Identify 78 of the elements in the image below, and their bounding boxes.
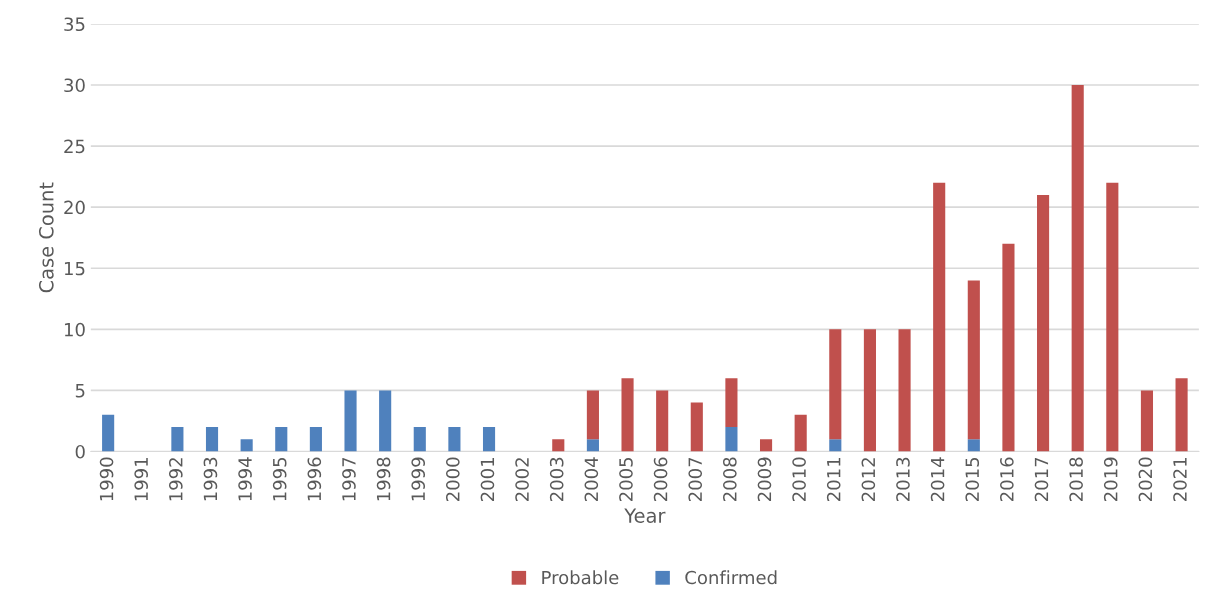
bar	[1175, 378, 1188, 452]
bar	[586, 390, 599, 440]
x-tick-label: 1990	[99, 457, 114, 501]
x-tick-label: 2017	[1034, 457, 1049, 501]
x-tick-label: 2015	[965, 457, 980, 501]
y-tick-label: 0	[75, 444, 85, 459]
x-tick-label: 2011	[826, 458, 841, 501]
x-tick-label: 2012	[861, 458, 876, 501]
x-tick-label: 2018	[1069, 457, 1083, 501]
y-tick-label: 20	[64, 200, 85, 215]
bar	[829, 329, 842, 440]
bar	[898, 329, 911, 452]
x-tick-label: 2019	[1103, 457, 1118, 501]
bar	[1037, 194, 1050, 452]
y-tick-label: 15	[64, 261, 85, 276]
bar	[482, 427, 496, 452]
bar	[656, 390, 669, 452]
bar	[344, 390, 357, 452]
x-tick-label: 2000	[445, 457, 460, 501]
bar	[690, 402, 703, 452]
y-tick-label: 5	[75, 384, 85, 398]
y-axis-title: Case Count	[38, 182, 54, 293]
bar	[1106, 182, 1119, 452]
bar	[759, 439, 773, 452]
x-tick-label: 2004	[584, 457, 599, 501]
x-tick-label: 1999	[411, 457, 426, 501]
x-tick-label: 1995	[272, 457, 287, 501]
x-tick-label: 1994	[238, 457, 252, 501]
bar	[552, 439, 565, 452]
bar	[205, 427, 219, 452]
bar	[586, 439, 599, 452]
x-tick-label: 2007	[688, 457, 703, 501]
bar	[102, 414, 115, 452]
y-tick-label: 30	[64, 78, 85, 93]
bar	[794, 414, 807, 452]
x-tick-label: 1993	[203, 457, 218, 501]
bar	[725, 378, 738, 428]
x-tick-label: 1992	[168, 458, 183, 501]
bar	[933, 182, 946, 452]
bar	[967, 439, 980, 452]
bar	[1140, 390, 1154, 452]
x-tick-label: 2014	[930, 457, 945, 501]
bar	[171, 427, 184, 452]
y-tick-label: 35	[64, 17, 85, 32]
x-tick-label: 2006	[653, 457, 668, 501]
y-tick-label: 25	[64, 139, 85, 154]
x-tick-label: 2001	[480, 458, 495, 501]
x-tick-label: 2013	[896, 457, 910, 501]
x-tick-label: 1997	[342, 457, 356, 501]
legend-label: Probable	[542, 570, 619, 585]
bar	[309, 427, 322, 452]
bar	[413, 427, 426, 452]
bar	[829, 439, 842, 452]
x-tick-label: 2020	[1138, 457, 1153, 501]
legend-label: Confirmed	[685, 570, 777, 585]
bar	[1002, 243, 1015, 452]
x-tick-label: 2009	[757, 457, 772, 501]
bar	[725, 427, 738, 452]
bar	[967, 280, 980, 440]
x-tick-label: 2002	[515, 458, 529, 501]
bar	[448, 427, 461, 452]
bar	[863, 329, 876, 452]
bar	[379, 390, 392, 452]
bar	[240, 439, 253, 452]
x-tick-label: 2003	[549, 457, 564, 501]
x-tick-label: 1998	[376, 457, 391, 501]
x-tick-label: 2016	[1000, 457, 1014, 501]
x-axis-title: Year	[624, 508, 666, 523]
x-tick-label: 1991	[134, 458, 148, 501]
x-tick-label: 1996	[307, 457, 322, 501]
bar	[1071, 85, 1084, 452]
x-tick-label: 2010	[792, 457, 806, 501]
x-tick-label: 2008	[723, 457, 737, 501]
x-tick-label: 2005	[619, 457, 633, 501]
x-tick-label: 2021	[1173, 458, 1187, 501]
y-tick-label: 10	[64, 322, 85, 337]
bar	[621, 378, 634, 452]
bar	[275, 427, 288, 452]
